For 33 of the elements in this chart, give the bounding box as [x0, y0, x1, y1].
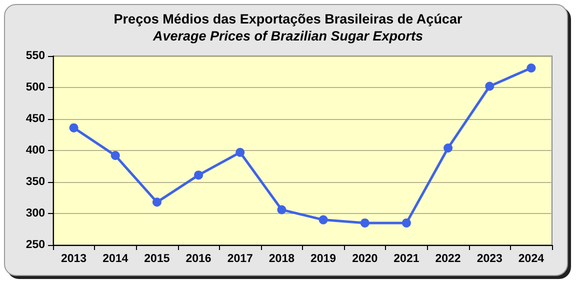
x-tick-label: 2015 — [144, 253, 170, 265]
point — [277, 205, 286, 214]
chart-title: Preços Médios das Exportações Brasileiras de Açúcar — [114, 12, 463, 26]
point — [194, 170, 204, 180]
x-tick-label: 2023 — [476, 253, 502, 265]
point — [485, 82, 494, 91]
y-tick-label: 400 — [26, 144, 45, 156]
x-tick-label: 2014 — [102, 253, 129, 265]
y-tick-label: 250 — [26, 239, 45, 251]
point — [236, 148, 245, 157]
point — [152, 198, 162, 207]
point — [444, 143, 453, 152]
y-tick-label: 300 — [26, 208, 45, 220]
y-tick-label: 350 — [26, 176, 45, 188]
point — [69, 123, 78, 132]
x-tick-label: 2017 — [227, 253, 253, 265]
point — [318, 215, 328, 224]
x-tick-label: 2022 — [435, 253, 461, 265]
y-tick-label: 500 — [26, 82, 45, 94]
x-tick-label: 2020 — [352, 253, 378, 265]
chart-subtitle: Average Prices of Brazilian Sugar Exports — [152, 28, 424, 44]
point — [526, 63, 536, 72]
x-tick-label: 2013 — [60, 253, 87, 265]
x-tick-label: 2018 — [268, 253, 296, 265]
point — [110, 151, 120, 160]
x-tick-label: 2021 — [394, 253, 420, 265]
point — [402, 218, 411, 228]
x-tick-label: 2024 — [518, 253, 545, 265]
y-tick-label: 550 — [26, 50, 45, 62]
point — [360, 218, 370, 228]
x-tick-label: 2016 — [186, 253, 212, 265]
x-tick-label: 2019 — [310, 253, 336, 265]
y-tick-label: 450 — [26, 113, 45, 125]
